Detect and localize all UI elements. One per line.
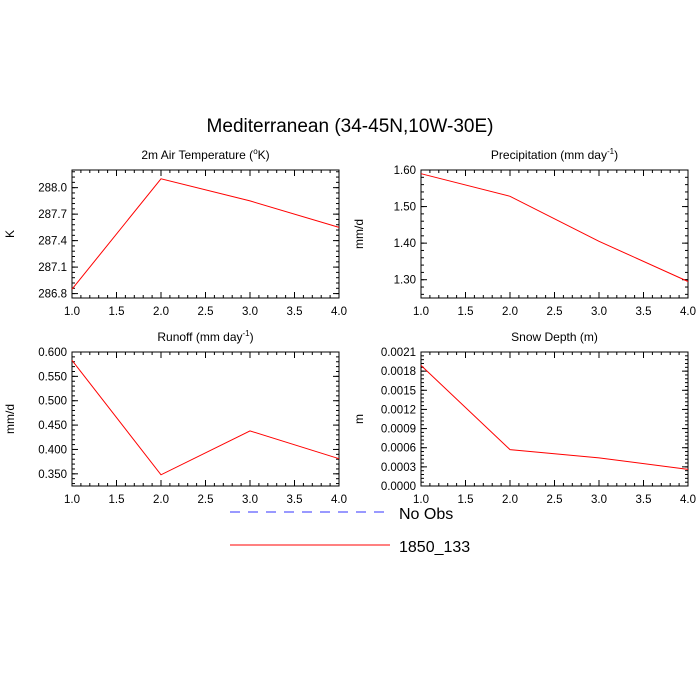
x-tick-label: 3.0	[242, 306, 258, 318]
y-tick-label: 287.7	[38, 209, 67, 221]
x-tick-label: 2.0	[502, 494, 518, 506]
x-tick-label: 1.5	[458, 494, 474, 506]
chart-panel-1: 2m Air Temperature (oK) K 1.0 1.5 2.0 2.5 3.0 3…	[3, 147, 347, 318]
x-tick-label: 3.5	[636, 494, 652, 506]
y-tick-label: 0.350	[38, 469, 67, 481]
x-tick-label: 2.0	[153, 494, 169, 506]
x-tick-label: 4.0	[680, 306, 696, 318]
x-tick-label: 2.5	[198, 494, 214, 506]
plot-frame	[71, 169, 340, 299]
y-axis-label: mm/d	[3, 404, 17, 434]
plot-frame	[71, 351, 340, 487]
y-tick-label: 0.0018	[381, 366, 416, 378]
y-tick-label: 288.0	[38, 183, 67, 195]
series-line-1850-133	[71, 178, 340, 290]
plot-frame	[420, 351, 689, 487]
y-tick-label: 0.0012	[381, 404, 416, 416]
y-tick-label: 0.450	[38, 420, 67, 432]
x-tick-label: 3.5	[287, 306, 303, 318]
x-tick-label: 1.5	[109, 494, 125, 506]
y-tick-label: 287.4	[38, 236, 67, 248]
y-tick-label: 0.600	[38, 347, 67, 359]
x-tick-label: 1.0	[413, 306, 429, 318]
panel-title: Snow Depth (m)	[511, 330, 598, 344]
y-axis-label: mm/d	[352, 219, 366, 249]
y-tick-label: 1.30	[394, 275, 416, 287]
x-tick-label: 1.0	[64, 494, 80, 506]
x-tick-label: 4.0	[331, 494, 347, 506]
chart-panel-3: Runoff (mm day-1) mm/d 1.0 1.5 2.0 2.5 3.0 3.5 4…	[3, 329, 347, 506]
y-tick-label: 0.0021	[381, 347, 416, 359]
y-axis-label: m	[352, 414, 366, 424]
y-tick-label: 0.400	[38, 444, 67, 456]
x-tick-label: 3.0	[591, 494, 607, 506]
y-tick-label: 0.500	[38, 396, 67, 408]
x-tick-label: 2.5	[547, 494, 563, 506]
panel-title: Precipitation (mm day-1)	[491, 147, 618, 162]
x-tick-label: 3.0	[591, 306, 607, 318]
series-line-1850-133	[420, 173, 689, 282]
legend-label-no-obs: No Obs	[399, 506, 453, 523]
x-tick-label: 2.5	[547, 306, 563, 318]
x-tick-label: 4.0	[331, 306, 347, 318]
x-tick-label: 2.0	[153, 306, 169, 318]
x-tick-label: 1.5	[109, 306, 125, 318]
y-tick-label: 286.8	[38, 289, 67, 301]
panel-title: Runoff (mm day-1)	[157, 329, 253, 344]
y-tick-label: 1.40	[394, 238, 416, 250]
series-line-1850-133	[71, 359, 340, 476]
y-axis-label: K	[3, 230, 17, 238]
chart-panel-2: Precipitation (mm day-1) mm/d 1.0 1.5 2.0 2.5…	[352, 147, 696, 318]
panel-title: 2m Air Temperature (oK)	[141, 147, 269, 162]
x-tick-label: 3.5	[636, 306, 652, 318]
series-line-1850-133	[420, 365, 689, 470]
y-tick-label: 0.0009	[381, 424, 416, 436]
legend-label-1850-133: 1850_133	[399, 539, 470, 556]
y-tick-label: 0.550	[38, 371, 67, 383]
x-tick-label: 2.5	[198, 306, 214, 318]
y-tick-label: 0.0003	[381, 462, 416, 474]
x-tick-label: 2.0	[502, 306, 518, 318]
chart-panel-4: Snow Depth (m) m 1.0 1.5 2.0 2.5 3.0 3.5 4.0 0.00…	[352, 330, 696, 506]
x-tick-label: 3.5	[287, 494, 303, 506]
x-tick-label: 1.0	[413, 494, 429, 506]
x-tick-label: 1.5	[458, 306, 474, 318]
x-tick-label: 4.0	[680, 494, 696, 506]
y-tick-label: 0.0000	[381, 481, 416, 493]
y-tick-label: 0.0015	[381, 385, 416, 397]
plot-frame	[420, 169, 689, 299]
legend: No Obs 1850_133	[230, 506, 470, 556]
y-tick-label: 287.1	[38, 262, 67, 274]
x-tick-label: 1.0	[64, 306, 80, 318]
y-tick-label: 1.60	[394, 165, 416, 177]
figure-title: Mediterranean (34-45N,10W-30E)	[207, 116, 494, 137]
x-tick-label: 3.0	[242, 494, 258, 506]
y-tick-label: 0.0006	[381, 443, 416, 455]
y-tick-label: 1.50	[394, 202, 416, 214]
chart-panels: 2m Air Temperature (oK) K 1.0 1.5 2.0 2.5 3.0 3…	[3, 147, 696, 506]
